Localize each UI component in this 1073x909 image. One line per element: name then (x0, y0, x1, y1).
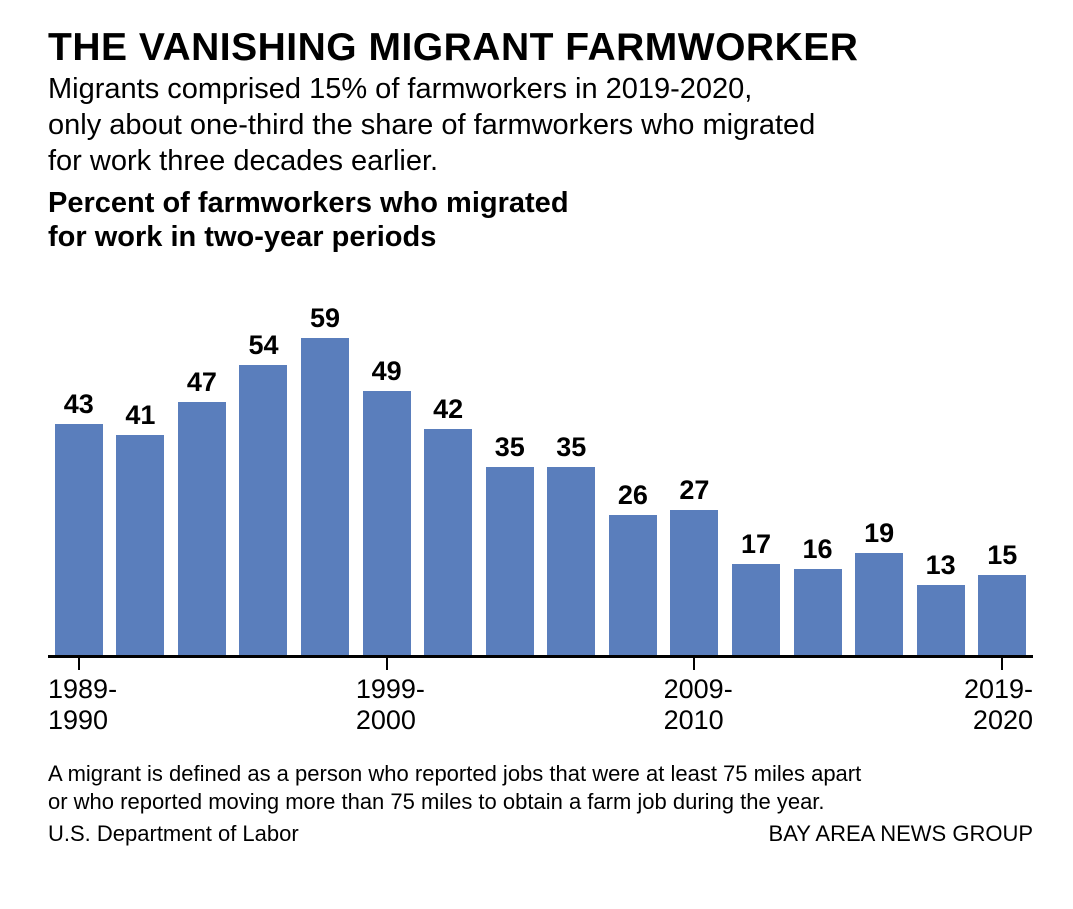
bar-value-label: 16 (803, 534, 833, 565)
bar-slot: 41 (110, 265, 172, 655)
x-tick (693, 658, 695, 670)
bar-value-label: 15 (987, 540, 1017, 571)
bar-value-label: 49 (372, 356, 402, 387)
bar-value-label: 41 (125, 400, 155, 431)
bar-slot: 42 (417, 265, 479, 655)
bar-value-label: 13 (926, 550, 956, 581)
bar-slot: 43 (48, 265, 110, 655)
bar-slot: 19 (848, 265, 910, 655)
bar-value-label: 47 (187, 367, 217, 398)
bar-slot: 35 (541, 265, 603, 655)
bar-slot: 17 (725, 265, 787, 655)
credits-row: U.S. Department of Labor BAY AREA NEWS G… (48, 821, 1033, 847)
bar-slot: 13 (910, 265, 972, 655)
bar-slot: 15 (971, 265, 1033, 655)
bar-value-label: 59 (310, 303, 340, 334)
bar (547, 467, 595, 655)
bar-value-label: 35 (495, 432, 525, 463)
bar (978, 575, 1026, 656)
chart-title: Percent of farmworkers who migrated for … (48, 186, 1033, 256)
bar-value-label: 26 (618, 480, 648, 511)
source-credit: U.S. Department of Labor (48, 821, 299, 847)
bar-value-label: 42 (433, 394, 463, 425)
x-ticks (48, 658, 1033, 672)
bar (917, 585, 965, 655)
bar-value-label: 35 (556, 432, 586, 463)
bar-value-label: 17 (741, 529, 771, 560)
bar (363, 391, 411, 655)
bar (424, 429, 472, 655)
x-tick (78, 658, 80, 670)
bar (178, 402, 226, 655)
bar-slot: 47 (171, 265, 233, 655)
x-axis-label: 1989- 1990 (48, 674, 117, 736)
publisher-credit: BAY AREA NEWS GROUP (769, 821, 1033, 847)
x-axis-label: 1999- 2000 (356, 674, 425, 736)
x-tick (386, 658, 388, 670)
bar (794, 569, 842, 655)
bar (301, 338, 349, 656)
bars-container: 43 41 47 54 59 49 42 35 35 26 27 17 16 19 13 15 (48, 265, 1033, 658)
bar-value-label: 54 (248, 330, 278, 361)
bar-slot: 54 (233, 265, 295, 655)
bar-slot: 49 (356, 265, 418, 655)
bar (55, 424, 103, 656)
bar-slot: 16 (787, 265, 849, 655)
bar (670, 510, 718, 655)
bar-slot: 35 (479, 265, 541, 655)
bar (486, 467, 534, 655)
bar-slot: 59 (294, 265, 356, 655)
subhead: Migrants comprised 15% of farmworkers in… (48, 71, 1033, 180)
main-title: THE VANISHING MIGRANT FARMWORKER (48, 28, 1033, 69)
x-tick (1001, 658, 1003, 670)
footnote: A migrant is defined as a person who rep… (48, 760, 1033, 815)
bar-value-label: 19 (864, 518, 894, 549)
bar-slot: 26 (602, 265, 664, 655)
x-labels: 1989- 1990 1999- 2000 2009- 2010 2019- 2020 (48, 672, 1033, 742)
x-axis-label: 2009- 2010 (664, 674, 733, 736)
bar-chart: 43 41 47 54 59 49 42 35 35 26 27 17 16 19 13 15 1989- 1… (48, 265, 1033, 742)
x-axis-label: 2019- 2020 (964, 674, 1033, 736)
bar (609, 515, 657, 655)
bar (855, 553, 903, 655)
bar (116, 435, 164, 656)
bar-value-label: 27 (679, 475, 709, 506)
bar (732, 564, 780, 656)
bar (239, 365, 287, 656)
bar-value-label: 43 (64, 389, 94, 420)
bar-slot: 27 (664, 265, 726, 655)
